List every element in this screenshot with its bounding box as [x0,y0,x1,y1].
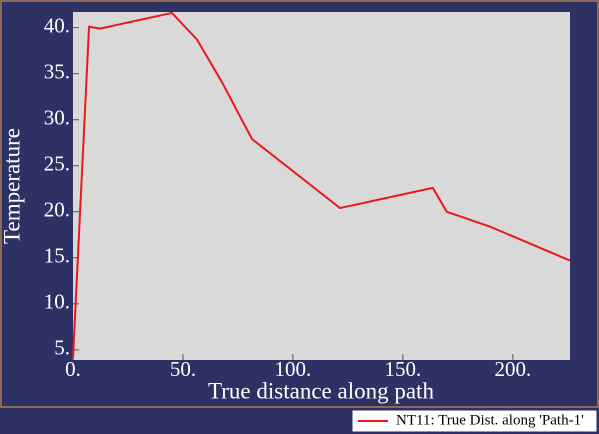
y-tick-label: 40. [44,13,70,37]
plot-area [73,12,570,360]
y-tick-label: 15. [44,244,70,268]
series-line [72,11,571,359]
y-tick-label: 5. [54,336,70,360]
x-axis-label: True distance along path [208,378,434,403]
y-tick-label: 35. [44,59,70,83]
y-tick-label: 30. [44,106,70,130]
y-tick-label: 25. [44,152,70,176]
y-tick-label: 10. [44,290,70,314]
legend-label: NT11: True Dist. along 'Path-1' [396,412,584,428]
x-tick-label: 200. [494,357,531,381]
y-tick-label: 20. [44,198,70,222]
x-tick-label: 150. [384,357,421,381]
x-tick-label: 100. [275,357,312,381]
y-axis-label: Temperature [0,128,24,244]
x-tick-label: 50. [170,357,196,381]
x-tick-label: 0. [65,357,81,381]
legend-box [351,409,598,433]
frame [0,0,599,408]
